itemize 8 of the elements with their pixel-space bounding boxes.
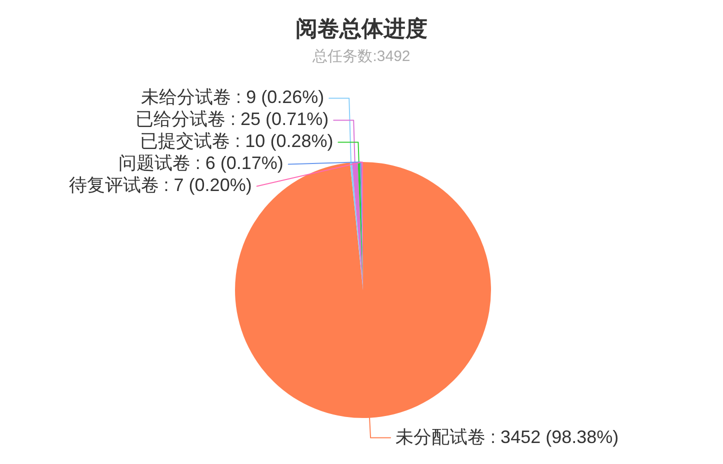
slice-label: 已提交试卷 : 10 (0.28%) [140,131,334,152]
slice-label: 待复评试卷 : 7 (0.20%) [68,175,252,196]
slice-label: 问题试卷 : 6 (0.17%) [118,153,284,174]
slice-label: 未给分试卷 : 9 (0.26%) [141,87,324,108]
chart-title: 阅卷总体进度 [294,15,428,43]
chart-subtitle: 总任务数:3492 [312,47,412,67]
slice-label: 已给分试卷 : 25 (0.71%) [136,109,329,130]
slice-label: 未分配试卷 : 3452 (98.38%) [396,426,619,447]
